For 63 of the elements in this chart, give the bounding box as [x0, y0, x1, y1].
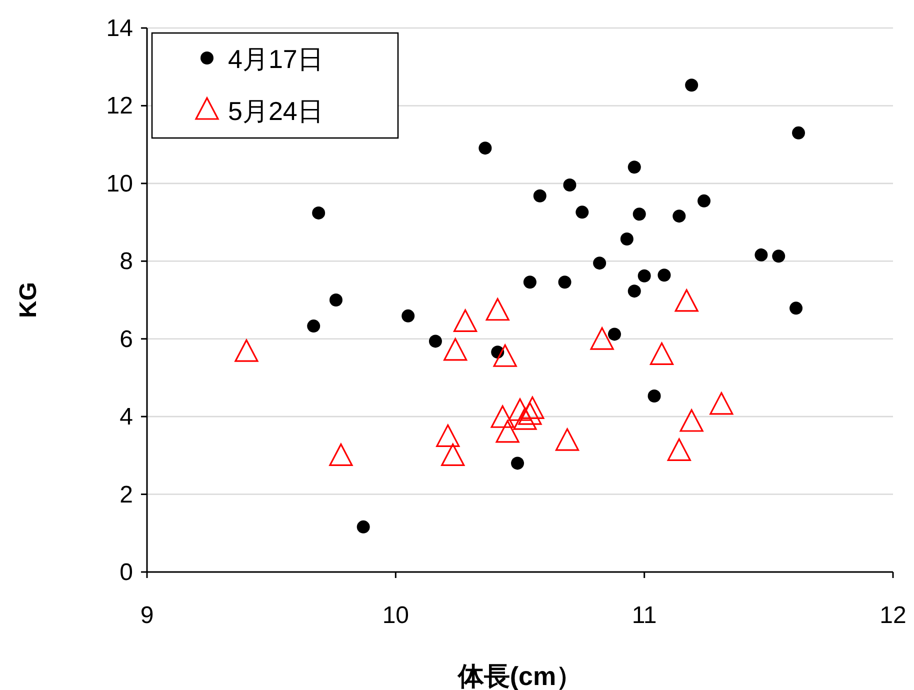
point: [402, 309, 415, 322]
point: [493, 344, 517, 367]
point: [628, 284, 641, 298]
y-tick-label: 10: [106, 170, 133, 198]
point: [428, 334, 442, 348]
point: [508, 398, 532, 421]
point: [234, 339, 258, 362]
point: [486, 298, 510, 321]
point: [628, 160, 641, 174]
point: [558, 276, 572, 289]
point: [620, 232, 634, 246]
point: [685, 78, 698, 92]
point: [490, 405, 514, 428]
point: [680, 409, 704, 432]
point: [533, 189, 546, 202]
point: [563, 178, 576, 192]
y-tick-label: 14: [106, 15, 133, 42]
y-tick-label: 6: [120, 326, 133, 353]
point: [436, 424, 460, 447]
point: [496, 420, 520, 443]
point: [518, 402, 542, 425]
point: [307, 320, 320, 333]
point: [523, 276, 536, 289]
point: [453, 309, 478, 332]
y-tick-label: 12: [106, 92, 133, 120]
x-tick-label: 9: [140, 602, 154, 629]
point: [650, 342, 674, 365]
point: [593, 256, 606, 270]
point: [444, 338, 468, 361]
point: [674, 289, 698, 312]
point: [667, 438, 691, 461]
point: [555, 428, 580, 451]
point: [658, 268, 671, 282]
point: [698, 194, 711, 208]
point: [513, 407, 537, 430]
legend-label: 5月24日: [228, 96, 324, 126]
point: [638, 269, 651, 282]
point: [792, 126, 806, 140]
point: [772, 250, 786, 263]
point: [608, 328, 621, 341]
legend-label: 4月17日: [228, 44, 324, 74]
y-tick-label: 8: [120, 248, 133, 276]
point: [590, 327, 614, 350]
y-tick-label: 2: [120, 481, 133, 508]
point: [312, 206, 326, 220]
point: [441, 443, 465, 466]
y-axis-title: KG: [15, 282, 42, 318]
point: [520, 396, 544, 419]
x-tick-label: 12: [880, 602, 906, 629]
x-tick-label: 11: [632, 602, 657, 629]
point: [672, 210, 686, 223]
point: [754, 248, 768, 262]
point: [648, 389, 661, 402]
point: [576, 206, 589, 219]
y-tick-label: 0: [120, 559, 133, 586]
point: [329, 294, 342, 306]
point: [632, 208, 646, 221]
point: [478, 142, 492, 155]
y-tick-label: 4: [120, 404, 133, 431]
point: [710, 392, 734, 415]
x-tick-label: 10: [382, 602, 410, 629]
point: [790, 302, 803, 315]
point: [329, 443, 353, 466]
